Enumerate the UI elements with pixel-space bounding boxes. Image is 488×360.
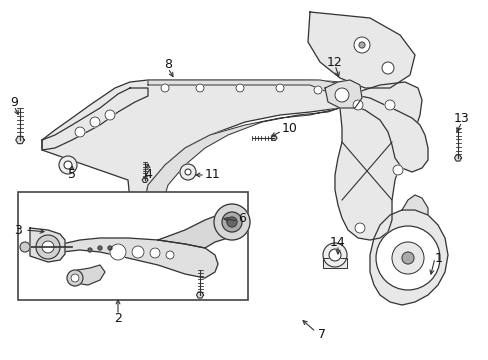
Polygon shape [158,215,235,248]
Polygon shape [271,136,276,140]
Circle shape [353,37,369,53]
Text: 13: 13 [453,112,469,125]
Circle shape [180,164,196,180]
Circle shape [334,88,348,102]
Circle shape [214,204,249,240]
Circle shape [132,246,143,258]
Circle shape [161,84,169,92]
Circle shape [59,156,77,174]
Circle shape [391,242,423,274]
Polygon shape [42,238,218,278]
Circle shape [71,274,79,282]
Circle shape [392,165,402,175]
Circle shape [110,244,126,260]
Polygon shape [196,292,203,298]
Text: 10: 10 [282,122,297,135]
Circle shape [67,270,83,286]
Text: 12: 12 [326,55,342,68]
Circle shape [105,110,115,120]
Text: 6: 6 [238,211,245,225]
Circle shape [108,246,112,250]
Polygon shape [453,155,461,161]
Circle shape [36,235,60,259]
Circle shape [150,248,160,258]
Polygon shape [339,95,427,172]
Text: 2: 2 [114,311,122,324]
Circle shape [222,212,242,232]
Circle shape [354,223,364,233]
Circle shape [64,161,72,169]
Circle shape [88,248,92,252]
Text: 11: 11 [204,168,220,181]
Circle shape [226,217,237,227]
Polygon shape [68,265,105,285]
Text: 7: 7 [317,328,325,342]
Polygon shape [42,80,357,215]
Circle shape [196,84,203,92]
Circle shape [165,251,174,259]
Polygon shape [401,195,427,215]
Bar [18,192,247,300]
Circle shape [236,84,244,92]
Polygon shape [369,210,447,305]
Polygon shape [142,177,147,183]
Circle shape [90,117,100,127]
Polygon shape [42,88,148,150]
Circle shape [358,42,364,48]
Polygon shape [142,80,351,218]
Circle shape [401,252,413,264]
Text: 3: 3 [14,224,22,237]
Polygon shape [16,136,24,144]
Text: 5: 5 [68,168,76,181]
Circle shape [42,241,54,253]
Text: 14: 14 [329,235,345,248]
Circle shape [352,100,362,110]
Text: 8: 8 [163,58,172,72]
Text: 1: 1 [434,252,442,265]
Circle shape [328,249,340,261]
Polygon shape [325,80,361,108]
Bar [323,258,346,268]
Circle shape [384,100,394,110]
Circle shape [20,242,30,252]
Polygon shape [334,82,421,240]
Text: 9: 9 [10,95,18,108]
Circle shape [275,84,284,92]
Text: 4: 4 [144,168,152,181]
Circle shape [75,127,85,137]
Circle shape [375,226,439,290]
Circle shape [381,62,393,74]
Polygon shape [307,12,414,88]
Circle shape [98,246,102,250]
Circle shape [313,86,321,94]
Circle shape [184,169,191,175]
Polygon shape [30,228,65,262]
Bar [323,258,346,268]
Circle shape [323,243,346,267]
